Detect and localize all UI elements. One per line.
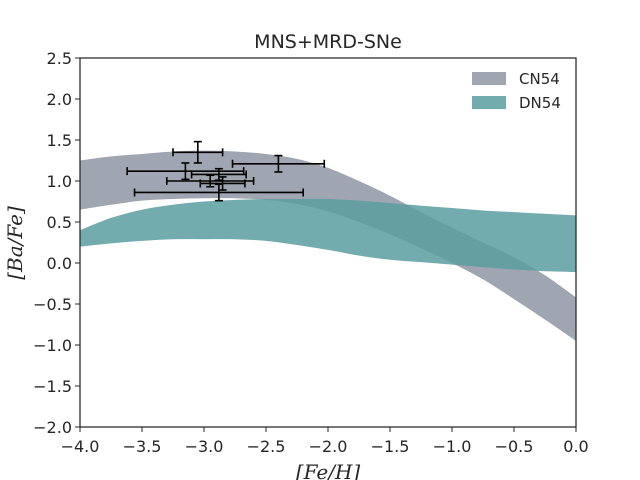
observation-point [231, 154, 326, 173]
observation-point [172, 140, 224, 164]
band-cn54 [80, 150, 576, 341]
y-tick-label: 2.5 [47, 49, 72, 68]
legend: CN54 DN54 [472, 70, 561, 112]
legend-label-cn54: CN54 [519, 70, 560, 88]
y-axis-label: [Ba/Fe] [3, 206, 27, 280]
y-tick-label: 1.5 [47, 131, 72, 150]
series-bands [80, 150, 576, 341]
y-tick-label: 1.0 [47, 172, 72, 191]
x-tick-label: −3.0 [185, 437, 224, 456]
y-axis-ticks: 2.5 2.0 1.5 1.0 0.5 0.0 −0.5 −1.0 −1.5 −2.0 [33, 49, 80, 437]
observation-points [126, 140, 326, 202]
chart-title: MNS+MRD-SNe [254, 31, 402, 53]
x-tick-label: −0.5 [495, 437, 534, 456]
x-axis-label: [Fe/H] [296, 460, 361, 480]
y-tick-label: 0.5 [47, 213, 72, 232]
x-tick-label: −2.5 [247, 437, 286, 456]
band-dn54 [80, 198, 576, 273]
x-tick-label: −2.0 [309, 437, 348, 456]
x-axis-ticks: −4.0 −3.5 −3.0 −2.5 −2.0 −1.5 −1.0 −0.5 0.0 [61, 427, 589, 456]
y-tick-label: −2.0 [33, 418, 72, 437]
y-tick-label: −1.5 [33, 377, 72, 396]
observation-point [199, 176, 246, 191]
legend-label-dn54: DN54 [519, 94, 561, 112]
observation-point [190, 167, 247, 181]
x-tick-label: −4.0 [61, 437, 100, 456]
observation-point [166, 174, 255, 188]
y-tick-label: 0.0 [47, 254, 72, 273]
y-tick-label: −0.5 [33, 295, 72, 314]
x-tick-label: −1.0 [433, 437, 472, 456]
legend-swatch-cn54 [472, 72, 506, 85]
y-tick-label: −1.0 [33, 336, 72, 355]
x-tick-label: 0.0 [563, 437, 588, 456]
legend-swatch-dn54 [472, 96, 506, 109]
x-tick-label: −1.5 [371, 437, 410, 456]
x-tick-label: −3.5 [123, 437, 162, 456]
y-tick-label: 2.0 [47, 90, 72, 109]
observation-point [133, 183, 305, 202]
